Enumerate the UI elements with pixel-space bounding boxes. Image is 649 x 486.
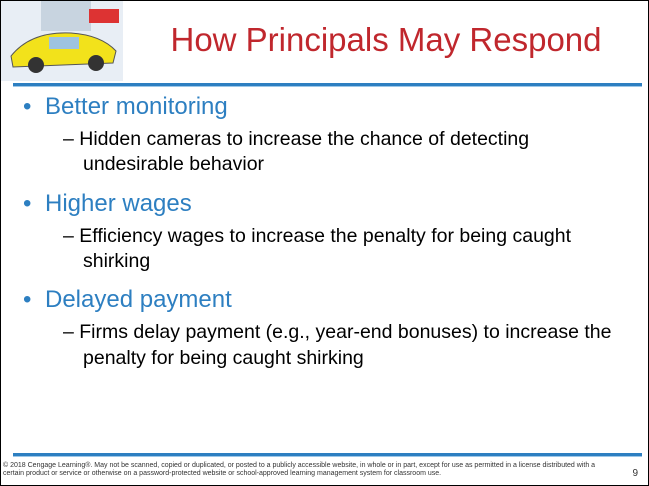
copyright: © 2018 Cengage Learning®. May not be sca… xyxy=(3,462,596,478)
sub-bullet: Firms delay payment (e.g., year-end bonu… xyxy=(63,320,633,371)
sub-bullet: Efficiency wages to increase the penalty… xyxy=(63,224,633,275)
sub-bullet: Hidden cameras to increase the chance of… xyxy=(63,127,633,178)
logo-image xyxy=(1,1,123,81)
footer-rule xyxy=(13,453,642,457)
header-rule xyxy=(13,83,642,87)
page-number: 9 xyxy=(632,468,638,479)
bullet-list: Better monitoring Hidden cameras to incre… xyxy=(23,93,633,383)
bullet: Delayed payment xyxy=(23,286,633,314)
bullet: Better monitoring xyxy=(23,93,633,121)
slide-title: How Principals May Respond xyxy=(170,21,602,58)
bullet: Higher wages xyxy=(23,190,633,218)
